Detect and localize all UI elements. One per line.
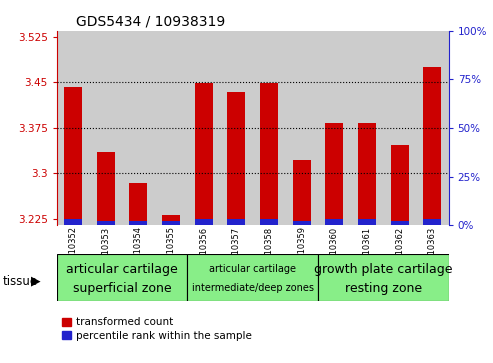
Bar — [57, 31, 89, 225]
Bar — [252, 31, 285, 225]
Bar — [195, 219, 212, 225]
Text: resting zone: resting zone — [345, 282, 422, 295]
Text: GDS5434 / 10938319: GDS5434 / 10938319 — [76, 14, 225, 28]
Bar — [318, 254, 449, 301]
Bar — [285, 31, 318, 225]
Text: articular cartilage: articular cartilage — [209, 264, 296, 274]
Bar — [318, 31, 351, 225]
Bar — [227, 219, 246, 225]
Bar — [97, 152, 115, 225]
Bar — [390, 221, 409, 225]
Bar — [358, 219, 376, 225]
Bar — [351, 31, 383, 225]
Bar — [220, 31, 252, 225]
Bar — [187, 254, 318, 301]
Text: intermediate/deep zones: intermediate/deep zones — [192, 283, 314, 293]
Bar — [383, 31, 416, 225]
Bar — [89, 31, 122, 225]
Bar — [162, 215, 180, 225]
Bar — [129, 183, 147, 225]
Bar — [155, 31, 187, 225]
Bar — [227, 91, 246, 225]
Text: growth plate cartilage: growth plate cartilage — [314, 263, 453, 276]
Bar — [358, 123, 376, 225]
Bar — [97, 221, 115, 225]
Bar — [162, 221, 180, 225]
Bar — [64, 219, 82, 225]
Text: tissue: tissue — [2, 275, 37, 288]
Bar — [423, 219, 441, 225]
Bar — [195, 83, 212, 225]
Bar — [260, 83, 278, 225]
Bar — [64, 87, 82, 225]
Text: articular cartilage: articular cartilage — [66, 263, 178, 276]
Bar — [390, 145, 409, 225]
Legend: transformed count, percentile rank within the sample: transformed count, percentile rank withi… — [62, 317, 252, 341]
Bar — [325, 219, 343, 225]
Bar — [57, 254, 187, 301]
Bar — [293, 159, 311, 225]
Bar — [129, 221, 147, 225]
Text: ▶: ▶ — [31, 275, 40, 288]
Bar — [423, 67, 441, 225]
Bar — [260, 219, 278, 225]
Bar — [325, 123, 343, 225]
Bar — [293, 221, 311, 225]
Bar — [122, 31, 155, 225]
Text: superficial zone: superficial zone — [72, 282, 172, 295]
Bar — [187, 31, 220, 225]
Bar — [416, 31, 449, 225]
